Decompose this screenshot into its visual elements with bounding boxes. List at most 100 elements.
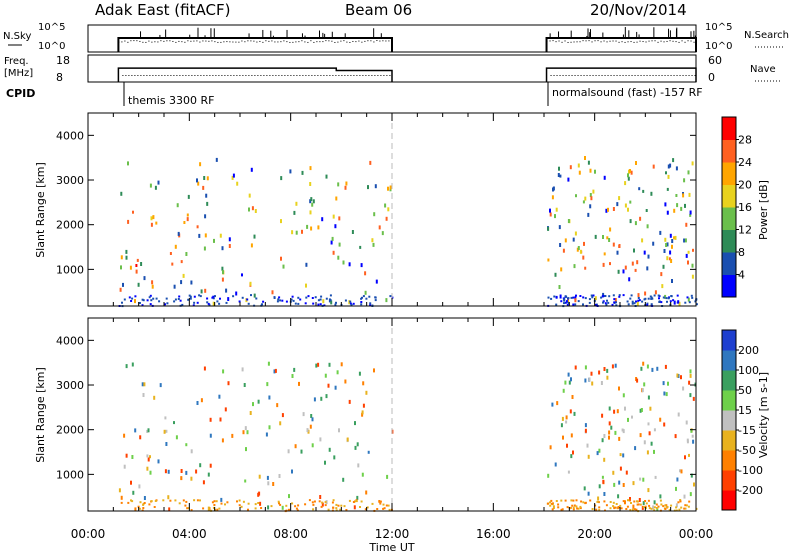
nsearch-dot xyxy=(319,41,321,43)
ground-cell xyxy=(227,299,230,301)
speckle-cell xyxy=(643,250,646,255)
speckle-cell xyxy=(642,477,645,482)
nave-label: Nave xyxy=(750,64,776,75)
speckle-cell xyxy=(639,216,642,221)
speckle-cell xyxy=(268,425,271,430)
nsearch-dot xyxy=(244,41,246,43)
ground-cell xyxy=(146,299,149,302)
speckle-cell xyxy=(221,266,224,271)
ground-cell xyxy=(609,501,612,503)
speckle-cell xyxy=(243,383,246,387)
ground-cell xyxy=(332,506,335,509)
nsearch-tick-top: 10^5 xyxy=(705,22,732,33)
ground-cell xyxy=(169,499,172,502)
nave-dot xyxy=(161,75,163,76)
ground-cell xyxy=(639,503,642,506)
speckle-cell xyxy=(584,156,586,160)
nave-dot xyxy=(550,75,552,76)
ground-cell xyxy=(181,303,184,306)
ground-cell xyxy=(164,303,166,306)
ground-cell xyxy=(321,501,324,504)
ground-cell xyxy=(655,503,658,506)
speckle-cell xyxy=(143,496,146,500)
ground-cell xyxy=(567,302,570,304)
nsearch-dot xyxy=(382,40,384,42)
ground-cell xyxy=(174,298,177,301)
speckle-cell xyxy=(372,242,375,247)
speckle-cell xyxy=(600,381,603,385)
speckle-cell xyxy=(204,214,207,219)
speckle-cell xyxy=(661,284,664,289)
y-tick-label: 4000 xyxy=(56,334,84,347)
nsearch-dot xyxy=(322,41,324,43)
speckle-cell xyxy=(203,176,206,180)
speckle-cell xyxy=(272,482,275,486)
speckle-cell xyxy=(228,244,231,248)
speckle-cell xyxy=(221,438,224,443)
speckle-cell xyxy=(689,369,692,374)
speckle-cell xyxy=(618,244,621,248)
nsearch-dot xyxy=(633,41,635,43)
ground-cell xyxy=(598,509,601,512)
speckle-cell xyxy=(253,293,256,298)
nave-dot xyxy=(206,75,208,76)
ground-cell xyxy=(658,297,660,300)
ground-cell xyxy=(359,506,361,508)
nsearch-dot xyxy=(316,41,318,43)
data-cell xyxy=(169,252,172,255)
colorbar-swatch xyxy=(722,252,736,275)
speckle-cell xyxy=(337,182,340,187)
speckle-cell xyxy=(242,430,245,435)
nsearch-dot xyxy=(558,40,560,42)
ground-cell xyxy=(150,500,153,503)
nsky-tick-bottom: 10^0 xyxy=(38,41,65,52)
nsearch-dot xyxy=(549,40,551,42)
nsearch-dot xyxy=(660,40,662,42)
speckle-cell xyxy=(163,429,166,434)
nsearch-dot xyxy=(223,41,225,43)
ground-cell xyxy=(150,299,153,302)
ground-cell xyxy=(636,503,639,506)
ground-cell xyxy=(664,504,667,507)
colorbar-swatch xyxy=(722,117,736,140)
data-cell xyxy=(155,221,158,225)
speckle-cell xyxy=(219,417,222,422)
x-tick-label: 16:00 xyxy=(476,527,511,541)
speckle-cell xyxy=(646,450,649,455)
speckle-cell xyxy=(153,395,156,400)
speckle-cell xyxy=(140,262,143,266)
ground-cell xyxy=(382,503,385,506)
ground-cell xyxy=(633,500,636,503)
speckle-cell xyxy=(558,225,561,230)
nave-dot xyxy=(248,75,250,76)
speckle-cell xyxy=(603,367,606,371)
ground-cell xyxy=(137,505,140,508)
speckle-cell xyxy=(267,505,270,510)
ground-cell xyxy=(570,296,573,299)
nave-dot xyxy=(323,75,325,76)
nsearch-dot xyxy=(376,40,378,42)
ground-cell xyxy=(606,299,608,302)
ground-cell xyxy=(666,506,669,508)
nsearch-dot xyxy=(603,40,605,42)
nave-dot xyxy=(224,75,226,76)
ground-cell xyxy=(653,294,656,297)
nsearch-dot xyxy=(606,41,608,43)
nsearch-dot xyxy=(373,41,375,43)
ground-cell xyxy=(603,500,606,503)
speckle-cell xyxy=(197,181,200,186)
nave-dot xyxy=(131,75,133,76)
speckle-cell xyxy=(552,186,555,191)
speckle-cell xyxy=(641,238,644,243)
data-cell xyxy=(601,475,604,479)
speckle-cell xyxy=(622,453,625,458)
ground-cell xyxy=(645,502,648,505)
speckle-cell xyxy=(656,366,659,371)
speckle-cell xyxy=(386,474,389,479)
speckle-cell xyxy=(584,365,587,370)
nsearch-dot xyxy=(136,40,138,42)
ground-cell xyxy=(695,303,698,306)
nsearch-dot xyxy=(310,40,312,42)
ground-cell xyxy=(232,295,235,298)
nave-dot xyxy=(580,75,582,76)
